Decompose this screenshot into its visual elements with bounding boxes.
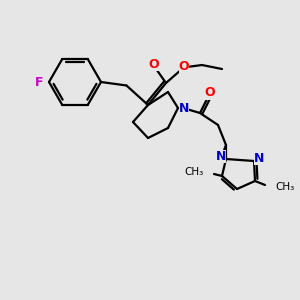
Text: CH₃: CH₃ <box>185 167 204 177</box>
Text: O: O <box>179 61 189 74</box>
Text: F: F <box>35 76 43 88</box>
Text: N: N <box>254 152 264 164</box>
Text: O: O <box>149 58 159 70</box>
Text: O: O <box>205 86 215 100</box>
Text: CH₃: CH₃ <box>275 182 294 192</box>
Text: N: N <box>216 149 226 163</box>
Text: N: N <box>179 101 189 115</box>
